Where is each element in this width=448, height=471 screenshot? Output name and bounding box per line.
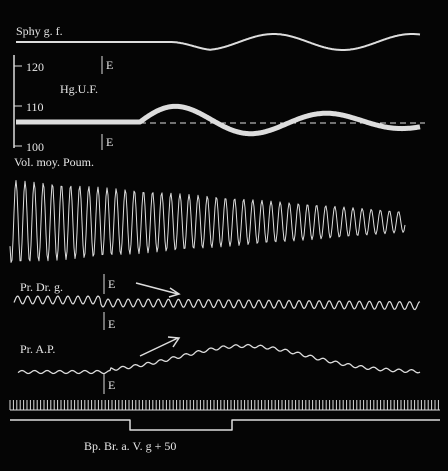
signal-trace: [10, 419, 440, 431]
trace-label: Pr. Dr. g.: [20, 280, 63, 294]
arrow-head: [168, 287, 181, 298]
pressure-trace: [14, 103, 422, 137]
trace-label: Hg.U.F.: [60, 82, 98, 96]
event-label: E: [106, 135, 113, 149]
scale-label: 120: [26, 60, 44, 74]
scale-label: 100: [26, 140, 44, 154]
trace-label: Bp. Br. a. V. g + 50: [84, 439, 176, 453]
trace-label: Vol. moy. Poum.: [14, 155, 94, 169]
event-label: E: [108, 378, 115, 392]
right-pressure-trace: [13, 295, 421, 311]
arrow: [139, 337, 179, 357]
sphygmo-trace: [16, 33, 421, 51]
arrow: [135, 282, 179, 295]
scale-label: 110: [26, 100, 44, 114]
trace-label: Sphy g. f.: [16, 24, 63, 38]
event-label: E: [108, 317, 115, 331]
arrow-head: [167, 336, 181, 348]
pulmonary-trace: [17, 343, 421, 375]
event-label: E: [108, 277, 115, 291]
trace-label: Pr. A.P.: [20, 342, 55, 356]
volume-trace: [9, 180, 406, 263]
event-label: E: [106, 58, 113, 72]
time-marker: [9, 400, 440, 411]
